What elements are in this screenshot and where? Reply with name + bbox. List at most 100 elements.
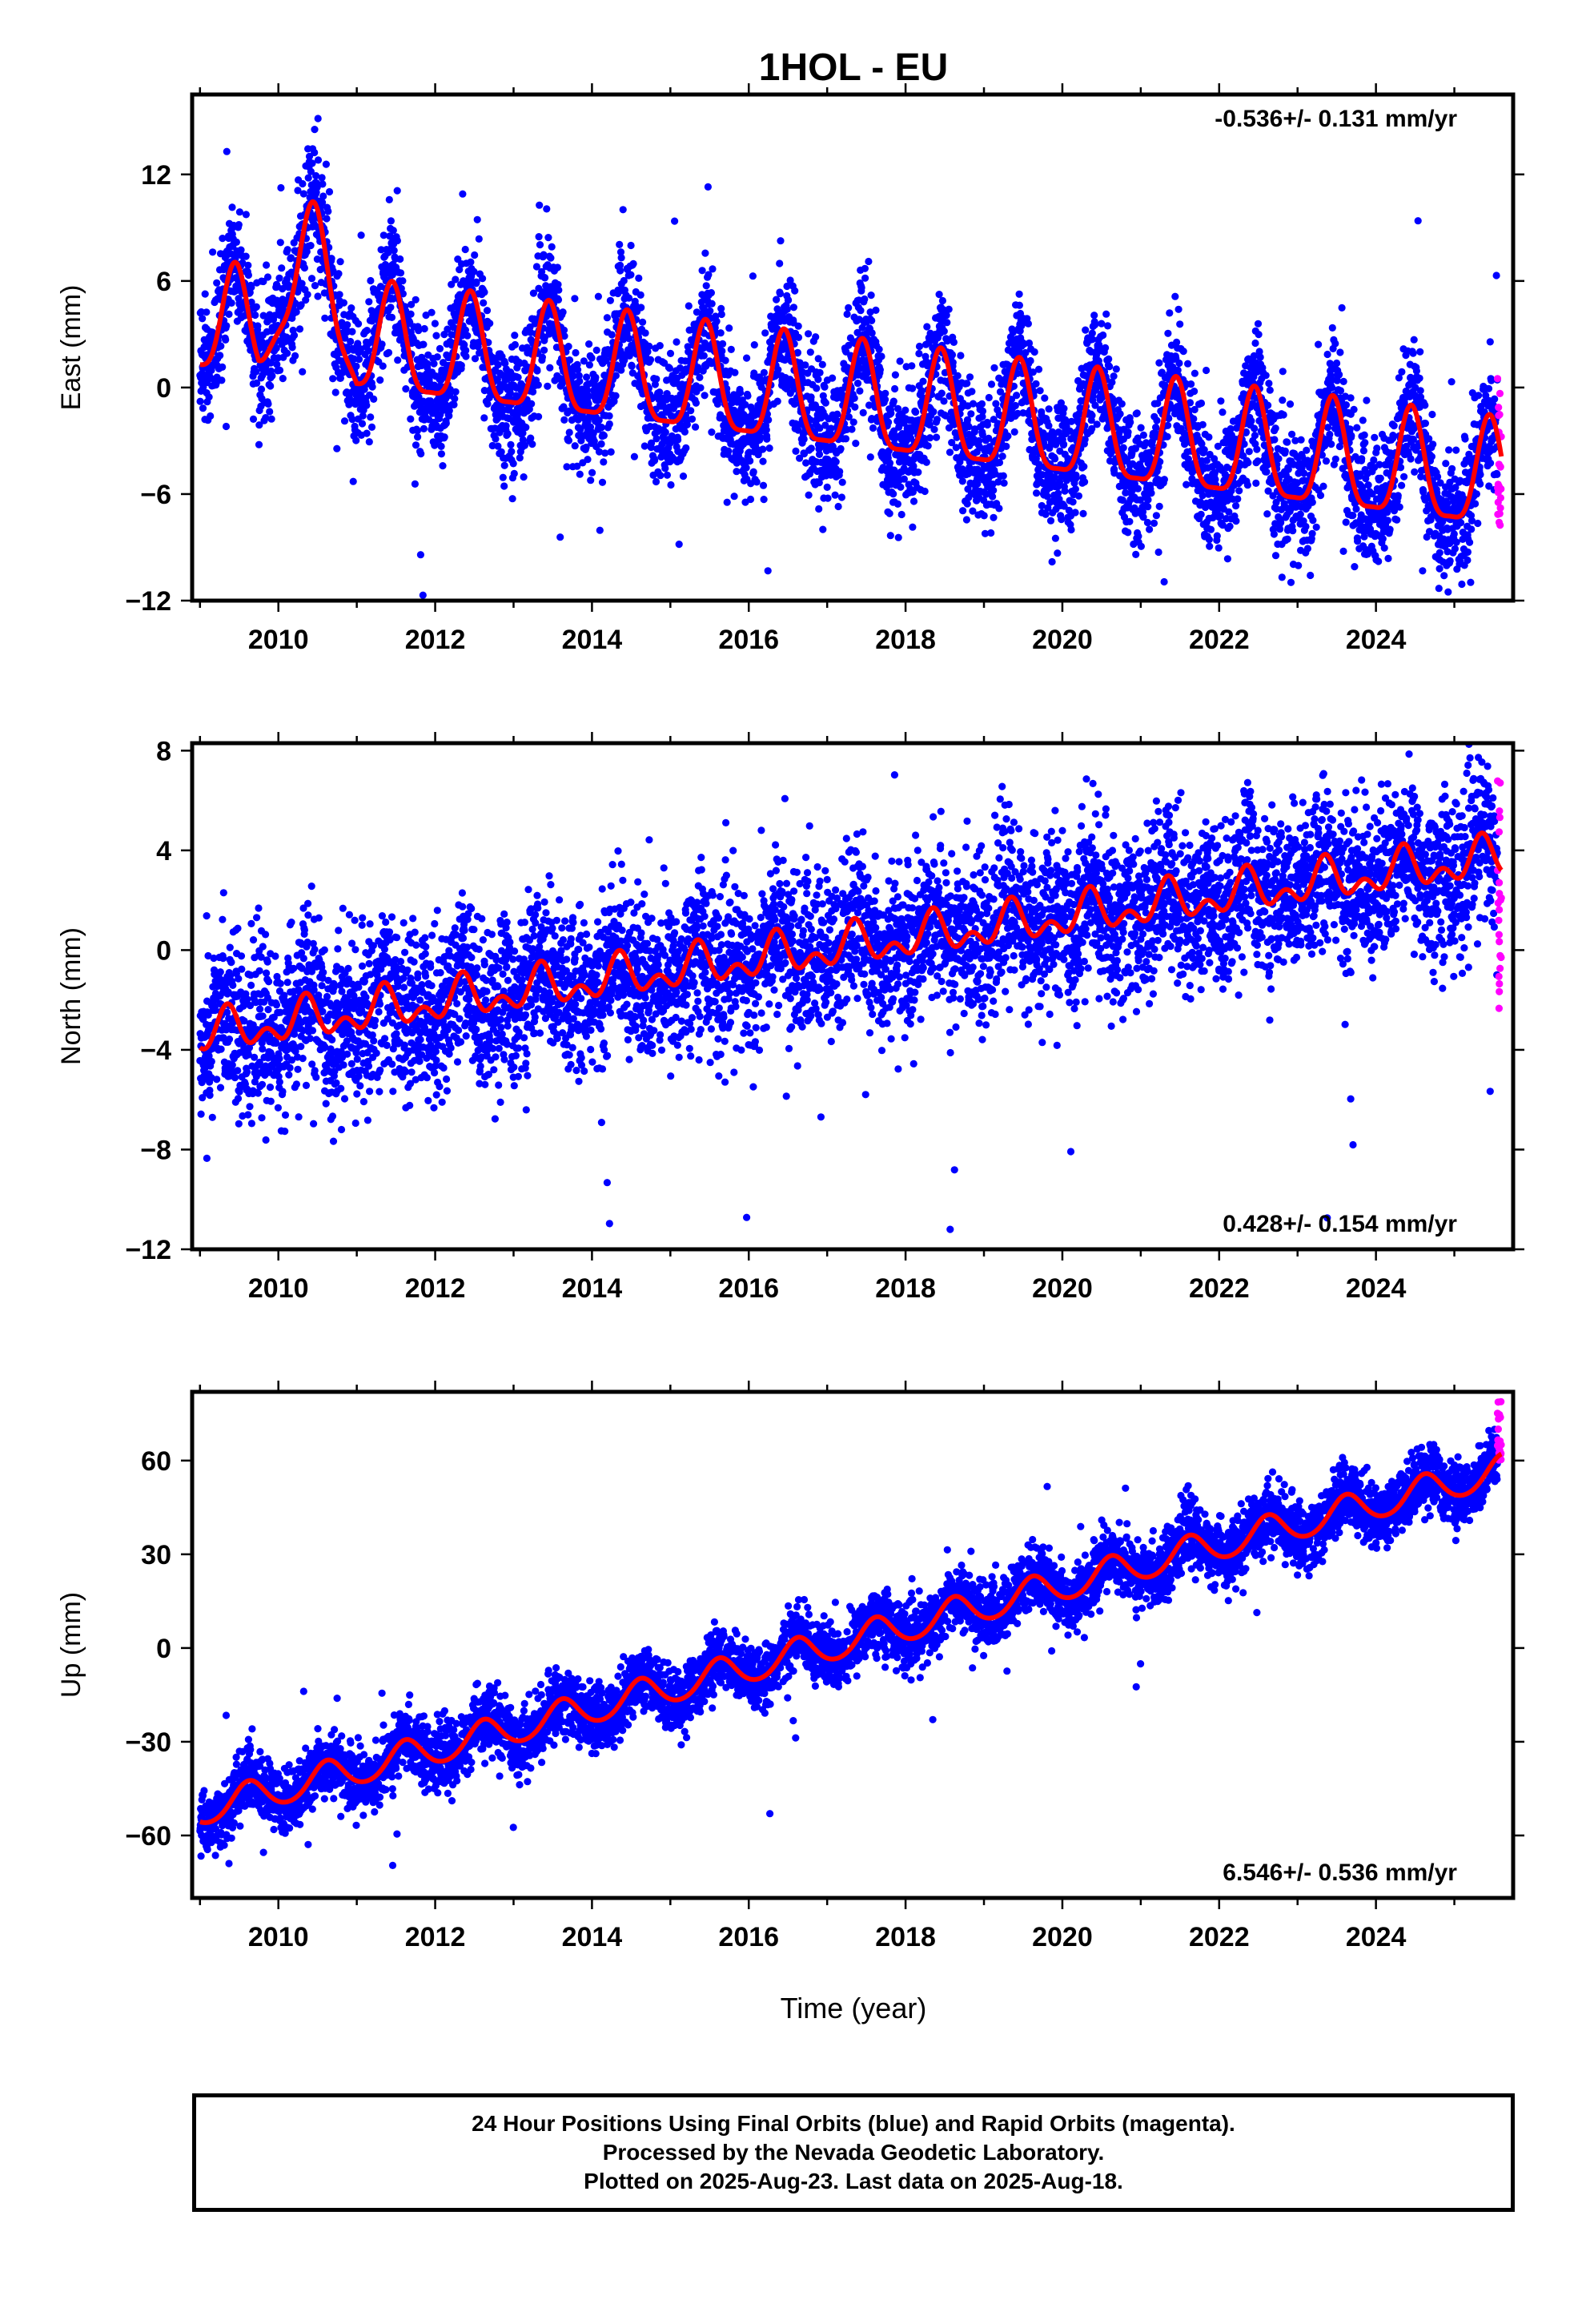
east-final-point [796, 454, 804, 462]
east-final-point [379, 362, 387, 370]
east-final-point [303, 291, 311, 299]
east-final-point [390, 247, 398, 255]
east-final-point [276, 239, 284, 247]
east-final-point [532, 263, 541, 271]
east-final-point [428, 308, 436, 316]
east-final-point [492, 435, 500, 443]
east-final-point [792, 447, 800, 456]
east-final-point [760, 368, 769, 376]
east-final-point [914, 468, 922, 476]
east-final-point [1175, 359, 1183, 368]
east-final-point [461, 245, 469, 254]
east-final-point [866, 453, 874, 461]
east-final-point [600, 458, 608, 466]
east-final-point [896, 357, 904, 365]
east-final-point [436, 344, 444, 352]
east-final-point [794, 426, 802, 434]
east-final-point [806, 348, 814, 356]
east-final-point [327, 255, 335, 263]
east-final-point [696, 373, 704, 381]
east-final-point [959, 507, 967, 515]
east-final-point [926, 434, 934, 442]
east-final-point [1226, 522, 1234, 530]
east-final-point [612, 372, 620, 380]
east-final-point [900, 475, 908, 483]
east-final-point [819, 525, 827, 533]
east-final-point [1048, 557, 1056, 566]
east-final-point [588, 468, 596, 476]
east-final-point [963, 500, 971, 508]
east-final-point [263, 261, 271, 269]
east-final-point [1050, 432, 1058, 440]
east-final-point [1119, 444, 1127, 452]
east-final-point [945, 305, 953, 313]
east-final-point [708, 428, 716, 436]
east-final-point [1146, 525, 1154, 533]
east-final-point [933, 433, 941, 441]
east-final-point [756, 433, 765, 442]
east-final-point [886, 532, 894, 540]
east-final-point [540, 346, 548, 354]
east-final-point [394, 356, 402, 364]
east-final-point [1245, 448, 1253, 456]
east-final-point [1131, 444, 1139, 452]
east-final-point [718, 347, 726, 355]
east-final-point [994, 478, 1002, 486]
east-final-point [462, 346, 470, 355]
east-final-point [837, 444, 845, 453]
east-final-point [1014, 409, 1022, 417]
east-final-point [917, 387, 926, 395]
east-final-point [548, 243, 556, 251]
east-final-point [1050, 473, 1058, 481]
east-final-point [1108, 378, 1116, 386]
east-final-point [616, 267, 624, 275]
east-final-point [252, 303, 260, 311]
east-final-point [1156, 458, 1164, 466]
east-final-point [553, 263, 562, 271]
east-final-point [1010, 428, 1018, 436]
east-final-point [1240, 440, 1248, 448]
east-final-point [244, 271, 252, 279]
east-final-point [357, 231, 365, 239]
east-final-point [1235, 487, 1243, 495]
east-final-point [717, 329, 725, 337]
east-final-point [412, 441, 420, 449]
east-final-point [948, 351, 957, 359]
east-final-point [706, 307, 714, 315]
east-final-point [829, 374, 837, 382]
east-final-point [687, 407, 695, 415]
east-final-point [480, 414, 488, 422]
east-final-point [861, 274, 869, 282]
east-final-point [235, 208, 243, 216]
east-final-point [450, 400, 458, 408]
east-final-point [889, 490, 897, 498]
east-final-point [1197, 510, 1205, 519]
east-final-point [1099, 331, 1107, 340]
east-final-point [823, 483, 831, 492]
east-final-point [1164, 329, 1172, 337]
east-final-point [523, 344, 532, 352]
east-final-point [943, 319, 951, 327]
east-final-point [479, 275, 487, 283]
east-final-point [444, 325, 452, 333]
east-final-point [565, 428, 573, 436]
east-final-point [1242, 428, 1251, 436]
east-final-point [254, 322, 262, 330]
east-final-point [727, 345, 735, 353]
east-final-point [981, 529, 990, 537]
east-final-point [719, 340, 727, 348]
east-final-point [1025, 339, 1034, 348]
east-final-point [857, 307, 865, 315]
east-final-point [341, 334, 349, 342]
east-final-point [1116, 410, 1124, 418]
east-final-point [273, 360, 281, 368]
east-final-point [909, 523, 917, 531]
east-final-point [439, 462, 447, 470]
east-final-point [630, 452, 639, 460]
east-final-point [744, 392, 752, 400]
east-final-point [314, 292, 322, 300]
east-final-point [267, 415, 275, 423]
east-final-point [651, 456, 659, 464]
east-final-point [1251, 424, 1259, 432]
east-final-point [237, 246, 245, 254]
